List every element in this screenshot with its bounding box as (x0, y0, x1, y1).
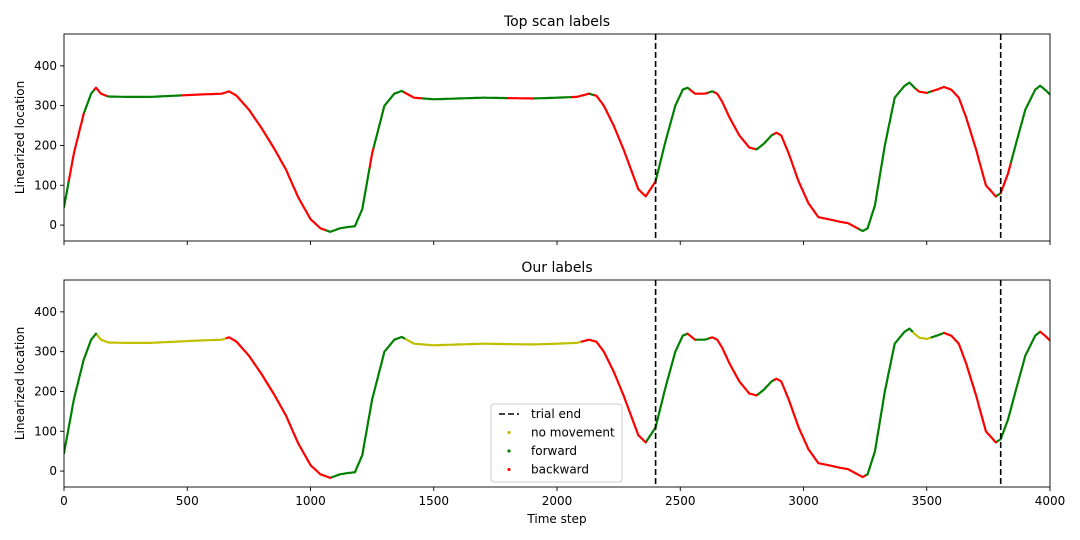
series-forward-segment (324, 166, 371, 233)
series-backward-segment (181, 90, 327, 232)
series-forward-segment (863, 327, 914, 477)
x-tick-label: 3000 (788, 494, 819, 508)
y-tick-label: 100 (34, 178, 57, 192)
y-tick-label: 200 (34, 384, 57, 398)
series-forward-segment (994, 330, 1042, 444)
x-tick-label: 1000 (295, 494, 326, 508)
series-forward-segment (644, 332, 689, 444)
series-backward-segment (942, 331, 997, 444)
legend-swatch-backward (507, 467, 511, 472)
series-forward-segment (753, 133, 776, 151)
x-tick-label: 2000 (542, 494, 573, 508)
series-forward-segment (531, 95, 573, 100)
series-backward-segment (915, 88, 928, 95)
series-forward-segment (706, 90, 716, 95)
series-backward-segment (403, 91, 423, 100)
series-backward-segment (1038, 330, 1050, 342)
series-forward-segment (930, 331, 946, 339)
legend-swatch-forward (507, 449, 511, 453)
chart-title: Our labels (521, 260, 592, 276)
legend-label-forward: forward (531, 444, 577, 458)
y-tick-label: 200 (34, 138, 57, 152)
series-forward-segment (372, 89, 406, 150)
series-backward-segment (225, 336, 332, 479)
series-backward-segment (999, 162, 1012, 195)
legend: trial end no movement forward backward (490, 403, 623, 483)
x-tick-label: 4000 (1035, 494, 1066, 508)
series-forward-segment (693, 337, 711, 341)
top-scan-labels-panel: Top scan labels 0 100 200 300 400 Linearized l… (13, 14, 1051, 245)
x-tick-label: 1500 (418, 494, 449, 508)
series-backward-segment (592, 93, 657, 198)
y-tick-label: 0 (49, 218, 57, 232)
legend-box (490, 403, 623, 483)
series-backward-segment (686, 332, 697, 341)
series-forward-segment (856, 81, 919, 233)
series-no-movement-segment (403, 337, 583, 347)
series-no-movement-segment (94, 332, 228, 344)
series-forward-segment (64, 332, 98, 455)
y-tick-label: 0 (49, 464, 57, 478)
series-forward-segment (654, 86, 692, 183)
series-forward-segment (104, 94, 184, 99)
legend-label-no-movement: no movement (531, 426, 615, 440)
y-tick-label: 400 (34, 59, 57, 73)
legend-label-trial-end: trial end (531, 407, 581, 421)
series-forward-segment (420, 96, 509, 101)
plot-frame (63, 33, 1051, 242)
series-backward-segment (772, 131, 859, 230)
series-backward-segment (688, 88, 709, 95)
series-no-movement-segment (910, 330, 933, 340)
plot-frame (63, 279, 1051, 488)
legend-swatch-no-movement (507, 430, 511, 435)
x-tick-label: 500 (176, 494, 199, 508)
series-backward-segment (772, 377, 867, 479)
y-tick-label: 400 (34, 305, 57, 319)
series-backward-segment (930, 85, 997, 198)
series-forward-segment (329, 335, 406, 479)
y-tick-label: 300 (34, 99, 57, 113)
y-tick-label: 100 (34, 424, 57, 438)
y-axis-label: Linearized location (13, 81, 27, 194)
x-tick-label: 3500 (911, 494, 942, 508)
x-tick-label: 2500 (665, 494, 696, 508)
x-tick-label: 0 (60, 494, 68, 508)
plot-data (64, 327, 1050, 479)
series-forward-segment (82, 88, 96, 115)
legend-label-backward: backward (531, 463, 589, 477)
series-forward-segment (1009, 84, 1050, 166)
plot-data (64, 81, 1050, 233)
series-backward-segment (580, 338, 647, 444)
series-backward-segment (713, 91, 756, 150)
y-tick-label: 300 (34, 345, 57, 359)
chart-title: Top scan labels (503, 14, 610, 30)
series-backward-segment (570, 92, 591, 99)
y-axis-label: Linearized location (13, 327, 27, 440)
series-backward-segment (368, 147, 375, 169)
series-forward-segment (755, 379, 776, 397)
x-axis-label: Time step (526, 512, 586, 526)
series-backward-segment (708, 336, 758, 397)
series-forward-segment (64, 179, 71, 209)
series-backward-segment (67, 112, 85, 182)
series-backward-segment (93, 86, 108, 97)
